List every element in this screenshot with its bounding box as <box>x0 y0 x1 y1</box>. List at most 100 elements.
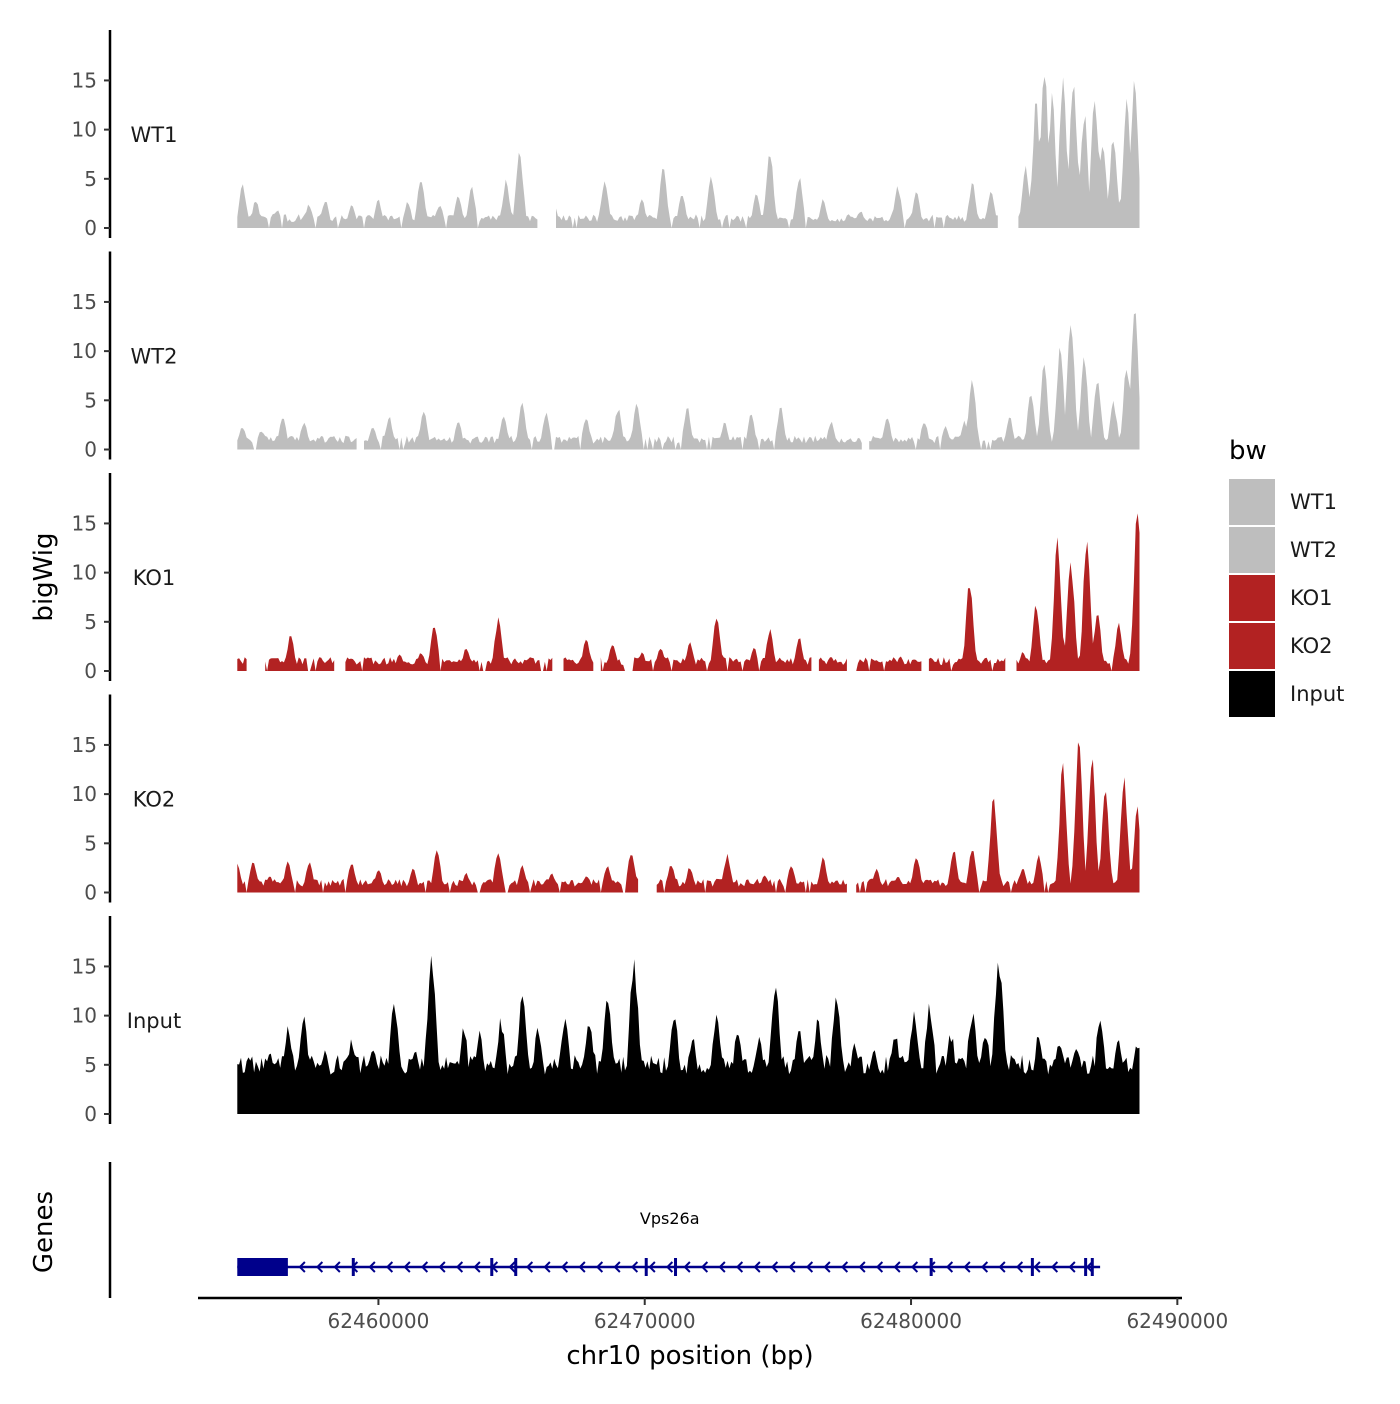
strand-arrow <box>788 1261 796 1273</box>
strand-arrow <box>350 1261 359 1273</box>
y-tick-label: 10 <box>72 1004 97 1028</box>
signal-area-ko1 <box>600 645 625 671</box>
legend-swatch-input <box>1229 671 1275 717</box>
track-input: 0 5 10 15 Input <box>72 916 1140 1126</box>
strand-arrow <box>1050 1261 1059 1273</box>
signal-area-wt2 <box>364 402 862 450</box>
track-ko1: 0 5 10 15 KO1 <box>72 473 1140 683</box>
strand-arrow <box>875 1261 884 1273</box>
strand-arrow <box>490 1261 499 1273</box>
legend-label-wt2: WT2 <box>1290 538 1337 562</box>
legend: bw WT1 WT2 KO1 KO2 Input <box>1229 436 1344 717</box>
y-axis-title: bigWig <box>29 532 59 621</box>
strand-arrow <box>525 1261 534 1273</box>
signal-tracks: 0 5 10 15 WT1 0 5 10 15 WT2 0 5 10 15 KO1 0 5 10 15 KO2 0 5 10… <box>72 30 1140 1126</box>
legend-label-ko1: KO1 <box>1290 586 1333 610</box>
gene-exon <box>514 1258 518 1276</box>
y-tick-label: 5 <box>84 831 97 855</box>
strand-arrow <box>630 1261 639 1273</box>
strand-arrow <box>770 1261 779 1273</box>
strand-arrow <box>1068 1261 1076 1273</box>
signal-area-input <box>237 955 1140 1114</box>
x-tick-label: 62470000 <box>594 1309 696 1333</box>
strand-arrow <box>420 1261 429 1273</box>
y-tick-label: 15 <box>72 511 97 535</box>
signal-area-wt2 <box>869 313 1140 450</box>
strand-arrow <box>368 1261 376 1273</box>
x-tick-label: 62490000 <box>1126 1309 1228 1333</box>
y-tick-label: 0 <box>84 1102 97 1126</box>
strand-arrow <box>718 1261 726 1273</box>
track-ko2: 0 5 10 15 KO2 <box>72 694 1140 905</box>
track-label: Input <box>127 1009 181 1033</box>
signal-area-ko1 <box>1016 513 1140 671</box>
track-wt2: 0 5 10 15 WT2 <box>72 251 1140 462</box>
signal-area-ko2 <box>856 742 1140 893</box>
strand-arrow <box>473 1261 481 1273</box>
strand-arrow <box>298 1261 306 1273</box>
signal-area-wt1 <box>556 156 998 228</box>
y-tick-label: 15 <box>72 954 97 978</box>
strand-arrow <box>805 1261 814 1273</box>
strand-arrow <box>910 1261 919 1273</box>
y-tick-label: 5 <box>84 1053 97 1077</box>
legend-swatch-wt2 <box>1229 527 1275 573</box>
legend-swatch-ko1 <box>1229 575 1275 621</box>
gene-track: Genes Vps26a <box>29 1162 1101 1298</box>
y-tick-label: 15 <box>72 290 97 314</box>
strand-arrow <box>1033 1261 1041 1273</box>
signal-area-ko1 <box>563 639 594 671</box>
y-tick-label: 0 <box>84 881 97 905</box>
strand-arrow <box>980 1261 989 1273</box>
strand-arrow <box>963 1261 971 1273</box>
y-tick-label: 0 <box>84 659 97 683</box>
strand-arrow <box>1085 1261 1094 1273</box>
x-axis: chr10 position (bp) 62460000 62470000 6248… <box>198 1296 1228 1371</box>
gene-utr-block <box>237 1258 288 1276</box>
gene-model[interactable] <box>237 1258 1101 1276</box>
y-tick-label: 5 <box>84 388 97 412</box>
legend-label-wt1: WT1 <box>1290 490 1337 514</box>
legend-swatch-ko2 <box>1229 623 1275 669</box>
strand-arrow <box>455 1261 464 1273</box>
gene-exon <box>674 1258 678 1276</box>
signal-area-wt1 <box>237 152 538 228</box>
strand-arrow <box>578 1261 586 1273</box>
strand-arrow <box>945 1261 954 1273</box>
strand-arrow <box>1015 1261 1024 1273</box>
gene-exon <box>1090 1258 1094 1276</box>
x-tick-label: 62480000 <box>860 1309 962 1333</box>
y-tick-label: 10 <box>72 118 97 142</box>
signal-area-ko2 <box>237 850 639 893</box>
strand-arrow <box>543 1261 551 1273</box>
signal-area-ko1 <box>632 618 812 671</box>
y-tick-label: 10 <box>72 561 97 585</box>
x-tick-label: 62460000 <box>328 1309 430 1333</box>
strand-arrow <box>683 1261 691 1273</box>
legend-label-ko2: KO2 <box>1290 634 1333 658</box>
y-tick-label: 10 <box>72 339 97 363</box>
legend-label-input: Input <box>1290 682 1344 706</box>
signal-area-ko2 <box>656 853 847 893</box>
strand-arrow <box>928 1261 936 1273</box>
strand-arrow <box>840 1261 849 1273</box>
strand-arrow <box>403 1261 411 1273</box>
strand-arrow <box>735 1261 744 1273</box>
y-tick-label: 15 <box>72 68 97 92</box>
x-axis-title: chr10 position (bp) <box>566 1341 813 1371</box>
y-tick-label: 0 <box>84 216 97 240</box>
gene-exon <box>1030 1258 1034 1276</box>
y-tick-label: 0 <box>84 438 97 462</box>
genes-track-label: Genes <box>29 1191 59 1273</box>
signal-area-wt1 <box>1018 76 1140 228</box>
track-label: KO1 <box>133 566 176 590</box>
strand-arrow <box>595 1261 604 1273</box>
strand-arrow <box>613 1261 621 1273</box>
signal-area-wt2 <box>237 418 357 450</box>
y-tick-label: 15 <box>72 733 97 757</box>
strand-arrow <box>858 1261 866 1273</box>
legend-swatch-wt1 <box>1229 479 1275 525</box>
y-tick-label: 5 <box>84 167 97 191</box>
